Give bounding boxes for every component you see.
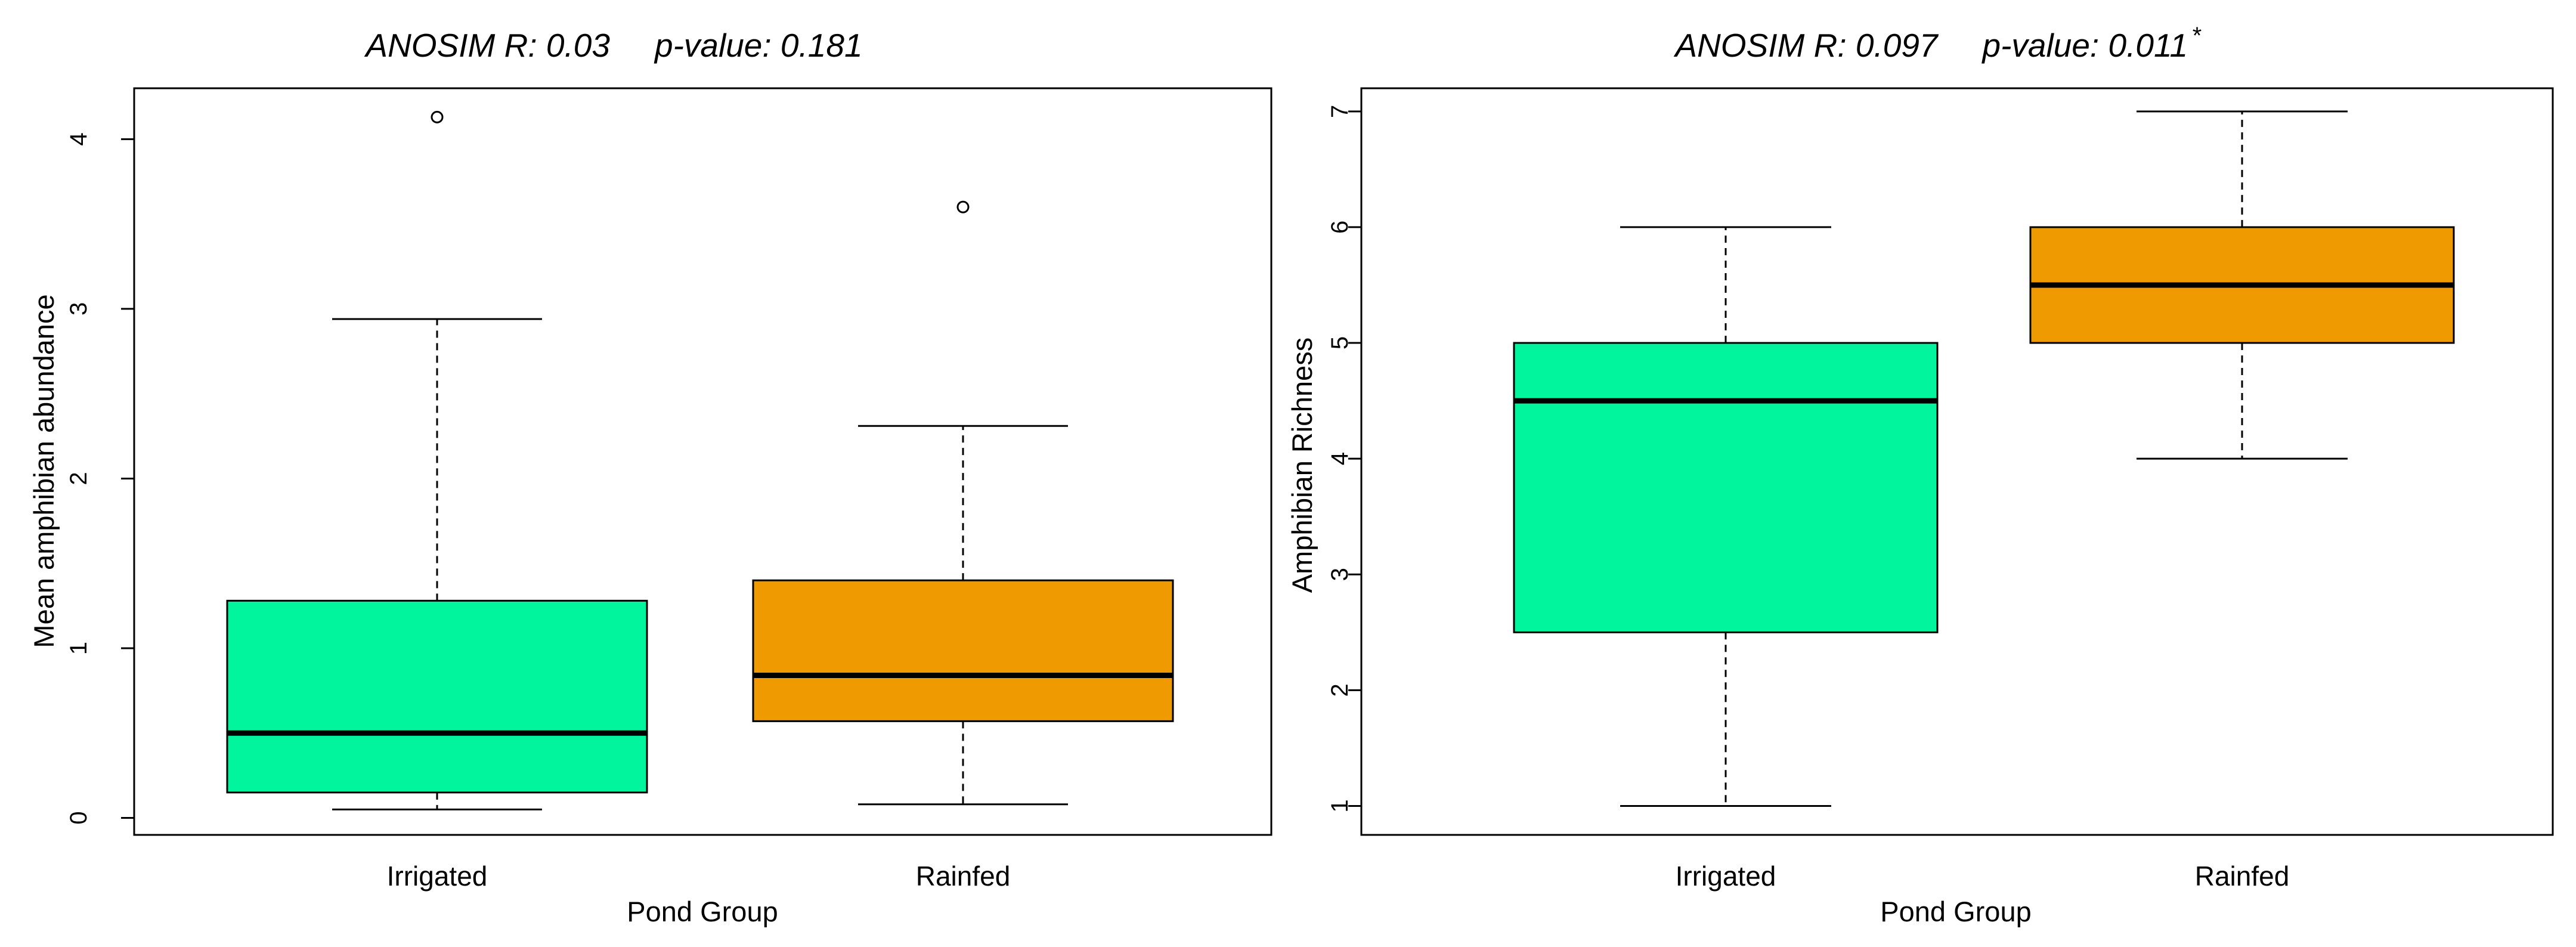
right-category-rainfed: Rainfed	[2195, 861, 2290, 892]
left-y-tick-label: 1	[66, 642, 92, 655]
right-y-tick-label: 7	[1327, 105, 1353, 118]
left-y-tick-label: 0	[66, 811, 92, 824]
right-category-irrigated: Irrigated	[1676, 861, 1776, 892]
left-y-ticks: 0 1 2 3 4	[66, 132, 134, 825]
right-title: ANOSIM R: 0.097 p-value: 0.011 *	[1673, 23, 2202, 64]
right-title-significance: *	[2191, 23, 2202, 49]
right-y-tick-label: 3	[1327, 568, 1353, 581]
left-rainfed-outlier	[956, 200, 970, 213]
right-y-tick-label: 4	[1327, 452, 1353, 465]
right-title-p: p-value: 0.011	[1981, 27, 2188, 64]
right-y-tick-label: 6	[1327, 221, 1353, 234]
right-panel: ANOSIM R: 0.097 p-value: 0.011 * 1 2 3 4 5 6 7 A…	[1286, 23, 2554, 927]
left-rainfed-box	[752, 579, 1174, 722]
left-boxes	[226, 110, 1174, 810]
left-title: ANOSIM R: 0.03 p-value: 0.181	[364, 27, 862, 64]
left-category-rainfed: Rainfed	[916, 861, 1011, 892]
left-category-irrigated: Irrigated	[387, 861, 488, 892]
right-title-r: ANOSIM R: 0.097	[1673, 27, 1939, 64]
left-title-p: p-value: 0.181	[654, 27, 863, 64]
left-y-tick-label: 4	[66, 132, 92, 146]
left-y-tick-label: 3	[66, 302, 92, 315]
right-boxes	[1513, 110, 2455, 807]
right-y-tick-label: 5	[1327, 336, 1353, 349]
left-panel: ANOSIM R: 0.03 p-value: 0.181 0 1 2 3 4 Mean …	[28, 27, 1272, 927]
right-y-tick-label: 1	[1327, 799, 1353, 812]
left-y-axis-label: Mean amphibian abundance	[28, 294, 60, 648]
right-y-axis-label: Amphibian Richness	[1286, 338, 1318, 593]
right-irrigated-box	[1513, 342, 1939, 633]
right-y-ticks: 1 2 3 4 5 6 7	[1327, 105, 1361, 813]
left-x-axis-label: Pond Group	[627, 896, 778, 927]
left-irrigated-box	[226, 599, 648, 794]
left-y-tick-label: 2	[66, 472, 92, 485]
left-irrigated-outlier	[431, 110, 444, 123]
right-y-tick-label: 2	[1327, 683, 1353, 697]
right-x-axis-label: Pond Group	[1880, 896, 2031, 927]
left-title-r: ANOSIM R: 0.03	[364, 27, 610, 64]
